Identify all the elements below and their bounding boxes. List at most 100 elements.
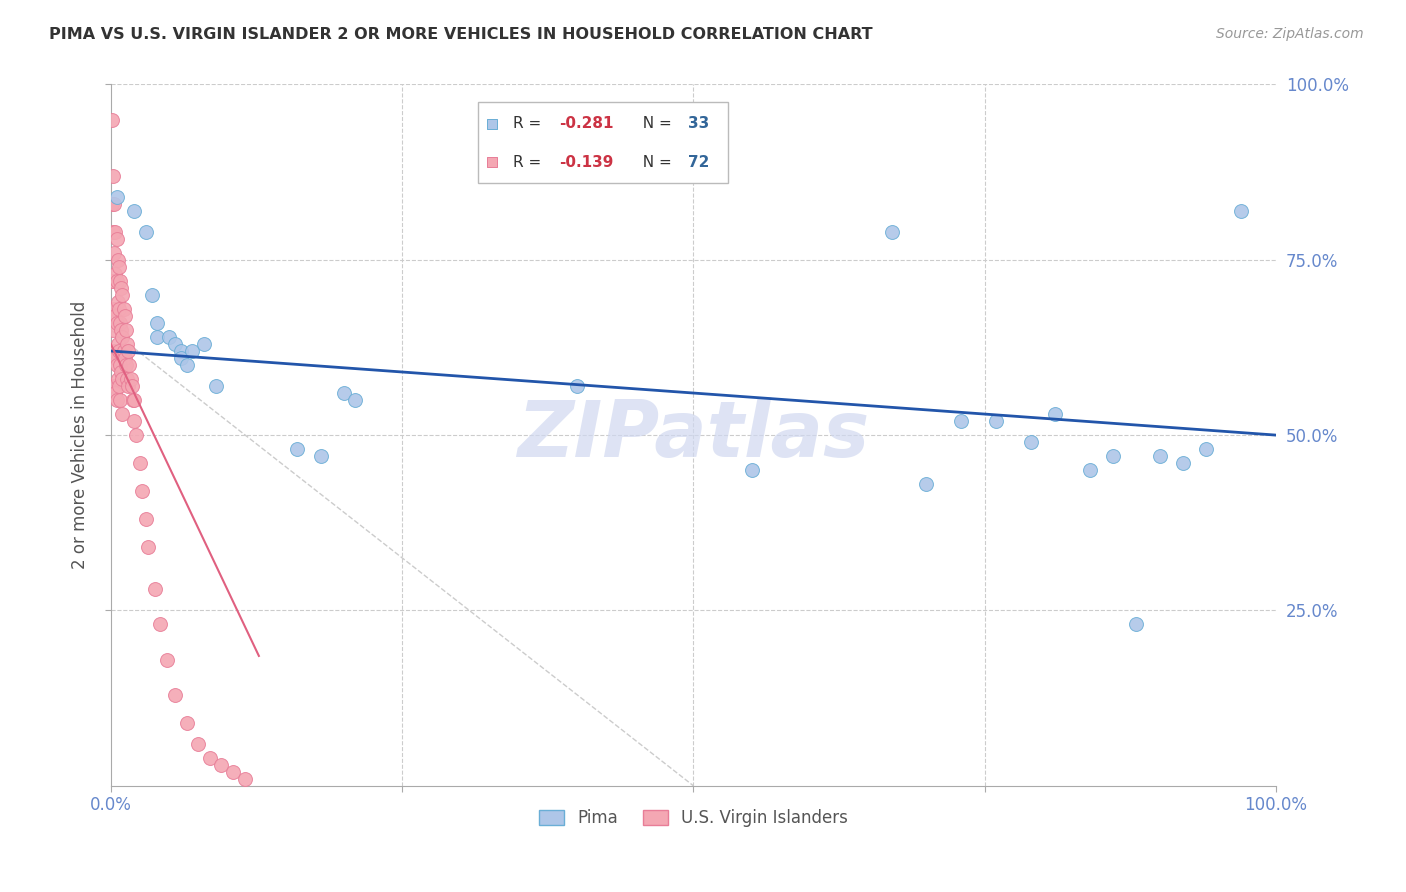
- Text: -0.139: -0.139: [560, 155, 614, 170]
- Point: [163, 688, 186, 702]
- Point: [146, 330, 169, 344]
- Point: [108, 379, 131, 393]
- Point: [285, 442, 308, 457]
- Point: [104, 386, 127, 401]
- Point: [107, 294, 129, 309]
- Point: [149, 617, 172, 632]
- Point: [121, 379, 143, 393]
- Point: [143, 582, 166, 597]
- Point: [115, 337, 138, 351]
- Point: [204, 379, 226, 393]
- Text: PIMA VS U.S. VIRGIN ISLANDER 2 OR MORE VEHICLES IN HOUSEHOLD CORRELATION CHART: PIMA VS U.S. VIRGIN ISLANDER 2 OR MORE V…: [49, 27, 873, 42]
- Text: R =: R =: [513, 155, 546, 170]
- Point: [170, 343, 193, 358]
- Point: [1125, 617, 1147, 632]
- Point: [1230, 203, 1253, 218]
- Point: [233, 772, 256, 786]
- Point: [481, 117, 503, 131]
- Point: [193, 337, 215, 351]
- Point: [117, 343, 139, 358]
- Point: [105, 232, 128, 246]
- Text: Source: ZipAtlas.com: Source: ZipAtlas.com: [1216, 27, 1364, 41]
- Point: [105, 358, 128, 372]
- Point: [1043, 407, 1066, 421]
- Point: [118, 358, 141, 372]
- Point: [103, 379, 125, 393]
- Point: [114, 351, 136, 365]
- Point: [107, 252, 129, 267]
- Point: [110, 323, 132, 337]
- Point: [1102, 449, 1125, 463]
- Point: [104, 351, 127, 365]
- Point: [135, 225, 157, 239]
- Point: [565, 379, 588, 393]
- Text: -0.281: -0.281: [560, 116, 614, 131]
- Point: [105, 392, 128, 407]
- Point: [915, 477, 938, 491]
- Point: [120, 372, 142, 386]
- Text: 33: 33: [688, 116, 709, 131]
- Point: [101, 323, 124, 337]
- Point: [105, 189, 128, 203]
- Point: [101, 225, 124, 239]
- Point: [104, 225, 127, 239]
- Point: [176, 358, 198, 372]
- Point: [136, 541, 159, 555]
- Point: [103, 196, 125, 211]
- Point: [112, 343, 135, 358]
- Point: [950, 414, 973, 428]
- Point: [333, 386, 356, 401]
- Text: 72: 72: [688, 155, 709, 170]
- Point: [122, 414, 145, 428]
- Point: [103, 301, 125, 316]
- Point: [135, 512, 157, 526]
- Point: [163, 337, 186, 351]
- Point: [104, 267, 127, 281]
- Y-axis label: 2 or more Vehicles in Household: 2 or more Vehicles in Household: [72, 301, 89, 569]
- Point: [125, 428, 148, 442]
- Text: ZIPatlas: ZIPatlas: [517, 397, 869, 473]
- Point: [181, 343, 204, 358]
- FancyBboxPatch shape: [478, 102, 728, 183]
- Text: N =: N =: [633, 116, 676, 131]
- Point: [986, 414, 1008, 428]
- Point: [146, 316, 169, 330]
- Point: [111, 330, 134, 344]
- Point: [114, 309, 136, 323]
- Point: [170, 351, 193, 365]
- Point: [481, 155, 503, 169]
- Point: [122, 203, 145, 218]
- Point: [156, 652, 179, 666]
- Point: [176, 715, 198, 730]
- Point: [309, 449, 332, 463]
- Point: [108, 301, 131, 316]
- Point: [101, 274, 124, 288]
- Point: [110, 281, 132, 295]
- Point: [108, 392, 131, 407]
- Point: [101, 169, 124, 183]
- Point: [115, 372, 138, 386]
- Point: [105, 274, 128, 288]
- Point: [108, 358, 131, 372]
- Point: [1171, 456, 1194, 470]
- Point: [1021, 435, 1043, 450]
- Legend: Pima, U.S. Virgin Islanders: Pima, U.S. Virgin Islanders: [531, 802, 855, 833]
- Point: [112, 301, 135, 316]
- Point: [110, 365, 132, 379]
- Point: [122, 392, 145, 407]
- Point: [344, 392, 367, 407]
- Point: [111, 288, 134, 302]
- Point: [141, 288, 163, 302]
- Point: [107, 337, 129, 351]
- Point: [211, 757, 233, 772]
- Point: [187, 737, 209, 751]
- Point: [198, 750, 221, 764]
- Point: [108, 316, 131, 330]
- Point: [880, 225, 903, 239]
- Point: [103, 245, 125, 260]
- Point: [103, 343, 125, 358]
- Point: [108, 343, 131, 358]
- Point: [222, 764, 245, 779]
- Point: [129, 456, 152, 470]
- Point: [115, 323, 138, 337]
